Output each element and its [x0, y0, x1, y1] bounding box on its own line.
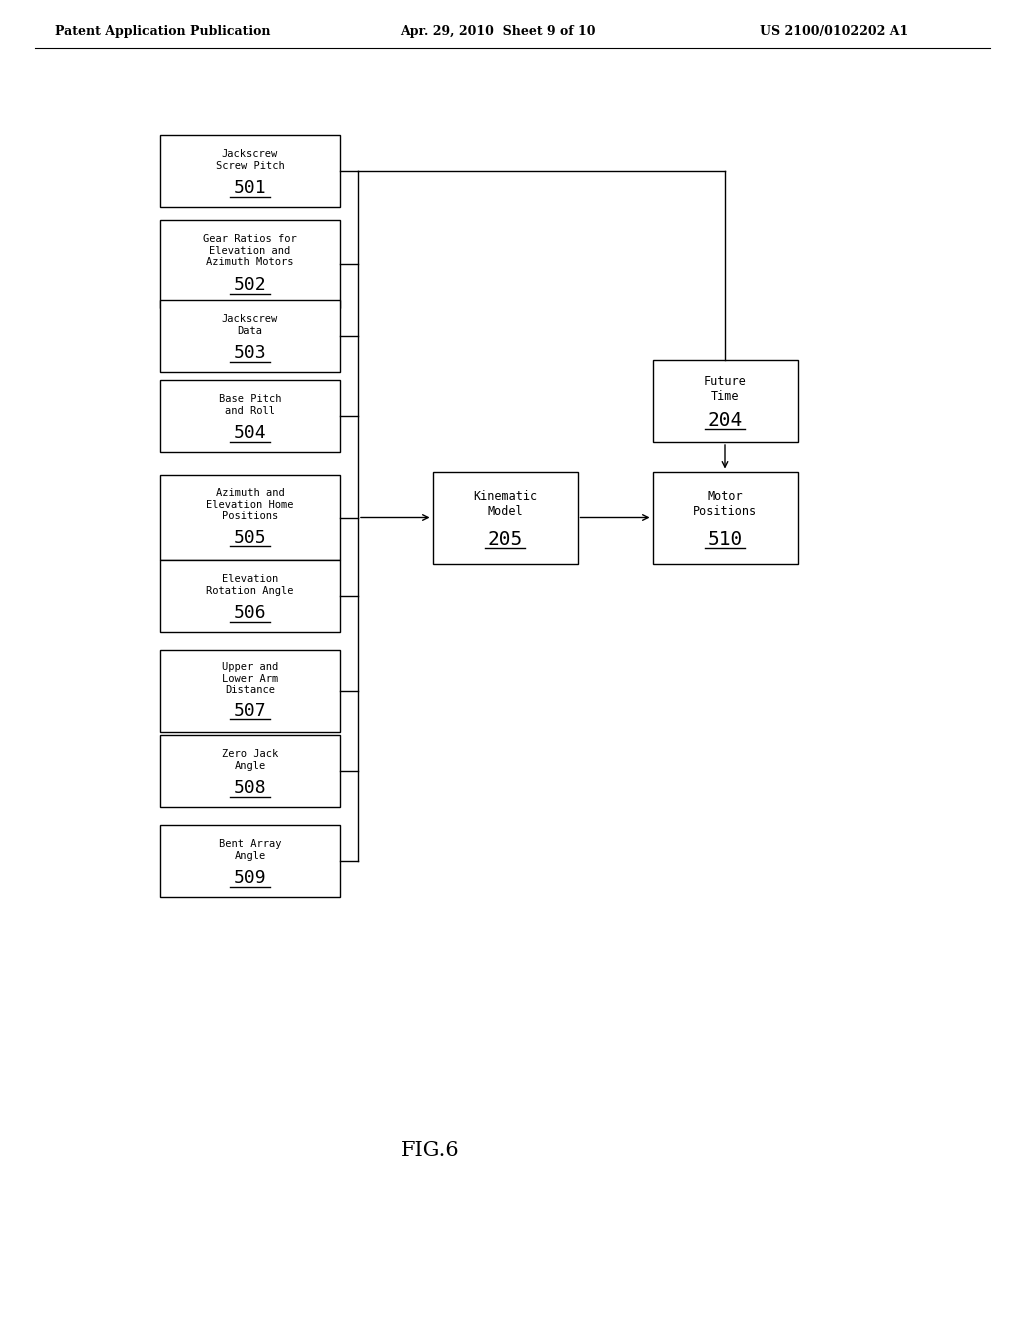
Text: Base Pitch
and Roll: Base Pitch and Roll: [219, 395, 282, 416]
Text: Elevation
Rotation Angle: Elevation Rotation Angle: [206, 574, 294, 597]
Bar: [432, 471, 578, 564]
Text: 502: 502: [233, 276, 266, 294]
Text: 506: 506: [233, 605, 266, 622]
Text: Motor
Positions: Motor Positions: [693, 490, 757, 517]
Bar: [652, 471, 798, 564]
Text: Bent Array
Angle: Bent Array Angle: [219, 840, 282, 861]
Bar: [160, 735, 340, 807]
Text: 509: 509: [233, 870, 266, 887]
Text: 504: 504: [233, 424, 266, 442]
Text: Patent Application Publication: Patent Application Publication: [55, 25, 270, 38]
Bar: [160, 380, 340, 451]
Text: 205: 205: [487, 531, 522, 549]
Text: 505: 505: [233, 529, 266, 546]
Bar: [160, 220, 340, 308]
Text: Kinematic
Model: Kinematic Model: [473, 490, 537, 517]
Text: Apr. 29, 2010  Sheet 9 of 10: Apr. 29, 2010 Sheet 9 of 10: [400, 25, 596, 38]
Bar: [160, 825, 340, 898]
Bar: [160, 300, 340, 372]
Text: 503: 503: [233, 345, 266, 362]
Text: 501: 501: [233, 180, 266, 197]
Text: Azimuth and
Elevation Home
Positions: Azimuth and Elevation Home Positions: [206, 488, 294, 521]
Text: 508: 508: [233, 779, 266, 797]
Text: US 2100/0102202 A1: US 2100/0102202 A1: [760, 25, 908, 38]
Text: Gear Ratios for
Elevation and
Azimuth Motors: Gear Ratios for Elevation and Azimuth Mo…: [203, 234, 297, 268]
Bar: [160, 560, 340, 632]
Text: Future
Time: Future Time: [703, 375, 746, 403]
Text: 510: 510: [708, 531, 742, 549]
Text: Zero Jack
Angle: Zero Jack Angle: [222, 750, 279, 771]
Bar: [160, 475, 340, 560]
Bar: [160, 135, 340, 207]
Bar: [652, 360, 798, 442]
Bar: [160, 649, 340, 733]
Text: Jackscrew
Screw Pitch: Jackscrew Screw Pitch: [216, 149, 285, 172]
Text: Jackscrew
Data: Jackscrew Data: [222, 314, 279, 337]
Text: FIG.6: FIG.6: [400, 1140, 460, 1159]
Text: 507: 507: [233, 702, 266, 719]
Text: Upper and
Lower Arm
Distance: Upper and Lower Arm Distance: [222, 663, 279, 696]
Text: 204: 204: [708, 411, 742, 430]
